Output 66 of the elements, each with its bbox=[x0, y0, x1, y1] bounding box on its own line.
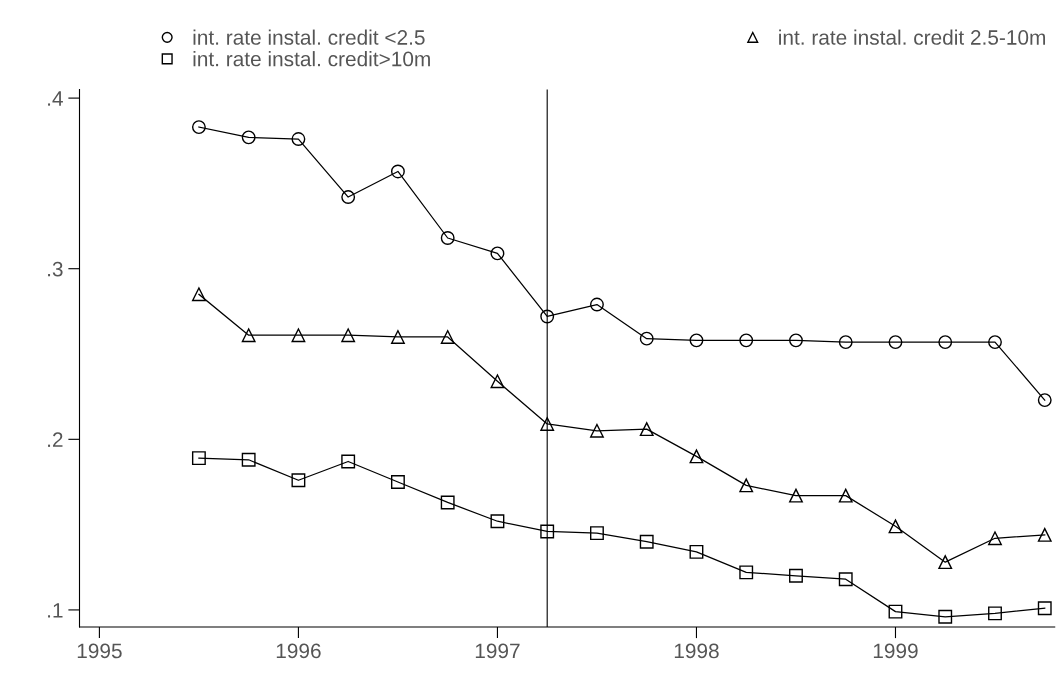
point bbox=[1037, 393, 1052, 408]
point bbox=[291, 328, 306, 343]
point bbox=[739, 565, 754, 580]
point bbox=[988, 606, 1002, 621]
point bbox=[191, 451, 206, 466]
point bbox=[291, 132, 306, 146]
point bbox=[938, 609, 953, 624]
point bbox=[938, 335, 953, 350]
point bbox=[639, 422, 654, 437]
point bbox=[789, 488, 803, 503]
point bbox=[988, 531, 1002, 546]
point bbox=[888, 519, 903, 534]
point bbox=[789, 568, 803, 583]
point bbox=[440, 495, 455, 510]
legend-label: int. rate instal. credit>10m bbox=[193, 51, 430, 67]
point bbox=[689, 544, 704, 559]
point bbox=[888, 604, 903, 619]
y-tick-label: .4 bbox=[48, 91, 63, 106]
point bbox=[241, 130, 256, 145]
point bbox=[191, 120, 206, 135]
y-tick-label: .2 bbox=[48, 432, 63, 447]
y-tick-label: .3 bbox=[48, 261, 63, 277]
point bbox=[590, 423, 604, 438]
point bbox=[540, 309, 555, 324]
point bbox=[888, 335, 903, 350]
point bbox=[789, 333, 803, 348]
point bbox=[390, 475, 405, 489]
point bbox=[1037, 601, 1052, 616]
point bbox=[390, 164, 405, 179]
point bbox=[490, 246, 505, 261]
point bbox=[938, 555, 953, 570]
y-tick-label: .1 bbox=[48, 603, 63, 618]
point bbox=[291, 473, 306, 488]
point bbox=[540, 417, 555, 431]
point bbox=[739, 478, 754, 493]
point bbox=[590, 526, 604, 541]
point bbox=[440, 231, 455, 245]
point bbox=[639, 534, 654, 549]
point bbox=[689, 449, 704, 464]
x-tick-label: 1995 bbox=[77, 643, 122, 659]
point bbox=[590, 297, 604, 312]
point bbox=[689, 333, 704, 348]
point bbox=[390, 330, 405, 344]
point bbox=[191, 287, 206, 302]
legend-label: int. rate instal. credit <2.5 bbox=[193, 29, 425, 45]
point bbox=[838, 488, 853, 503]
legend-label: int. rate instal. credit 2.5-10m bbox=[779, 29, 1046, 45]
x-tick-label: 1998 bbox=[674, 643, 719, 659]
x-tick-label: 1999 bbox=[873, 643, 918, 659]
point bbox=[440, 330, 455, 344]
point bbox=[341, 454, 356, 469]
x-tick-label: 1996 bbox=[276, 643, 321, 659]
point bbox=[241, 328, 256, 343]
point bbox=[1037, 527, 1052, 542]
x-tick-label: 1997 bbox=[475, 643, 520, 659]
point bbox=[490, 374, 505, 389]
point bbox=[341, 328, 356, 343]
point bbox=[838, 572, 853, 587]
point bbox=[988, 335, 1002, 350]
point bbox=[739, 333, 754, 348]
point bbox=[341, 190, 356, 204]
point bbox=[540, 524, 555, 539]
point bbox=[639, 331, 654, 346]
point bbox=[838, 335, 853, 350]
point bbox=[241, 452, 256, 467]
point bbox=[490, 514, 505, 529]
